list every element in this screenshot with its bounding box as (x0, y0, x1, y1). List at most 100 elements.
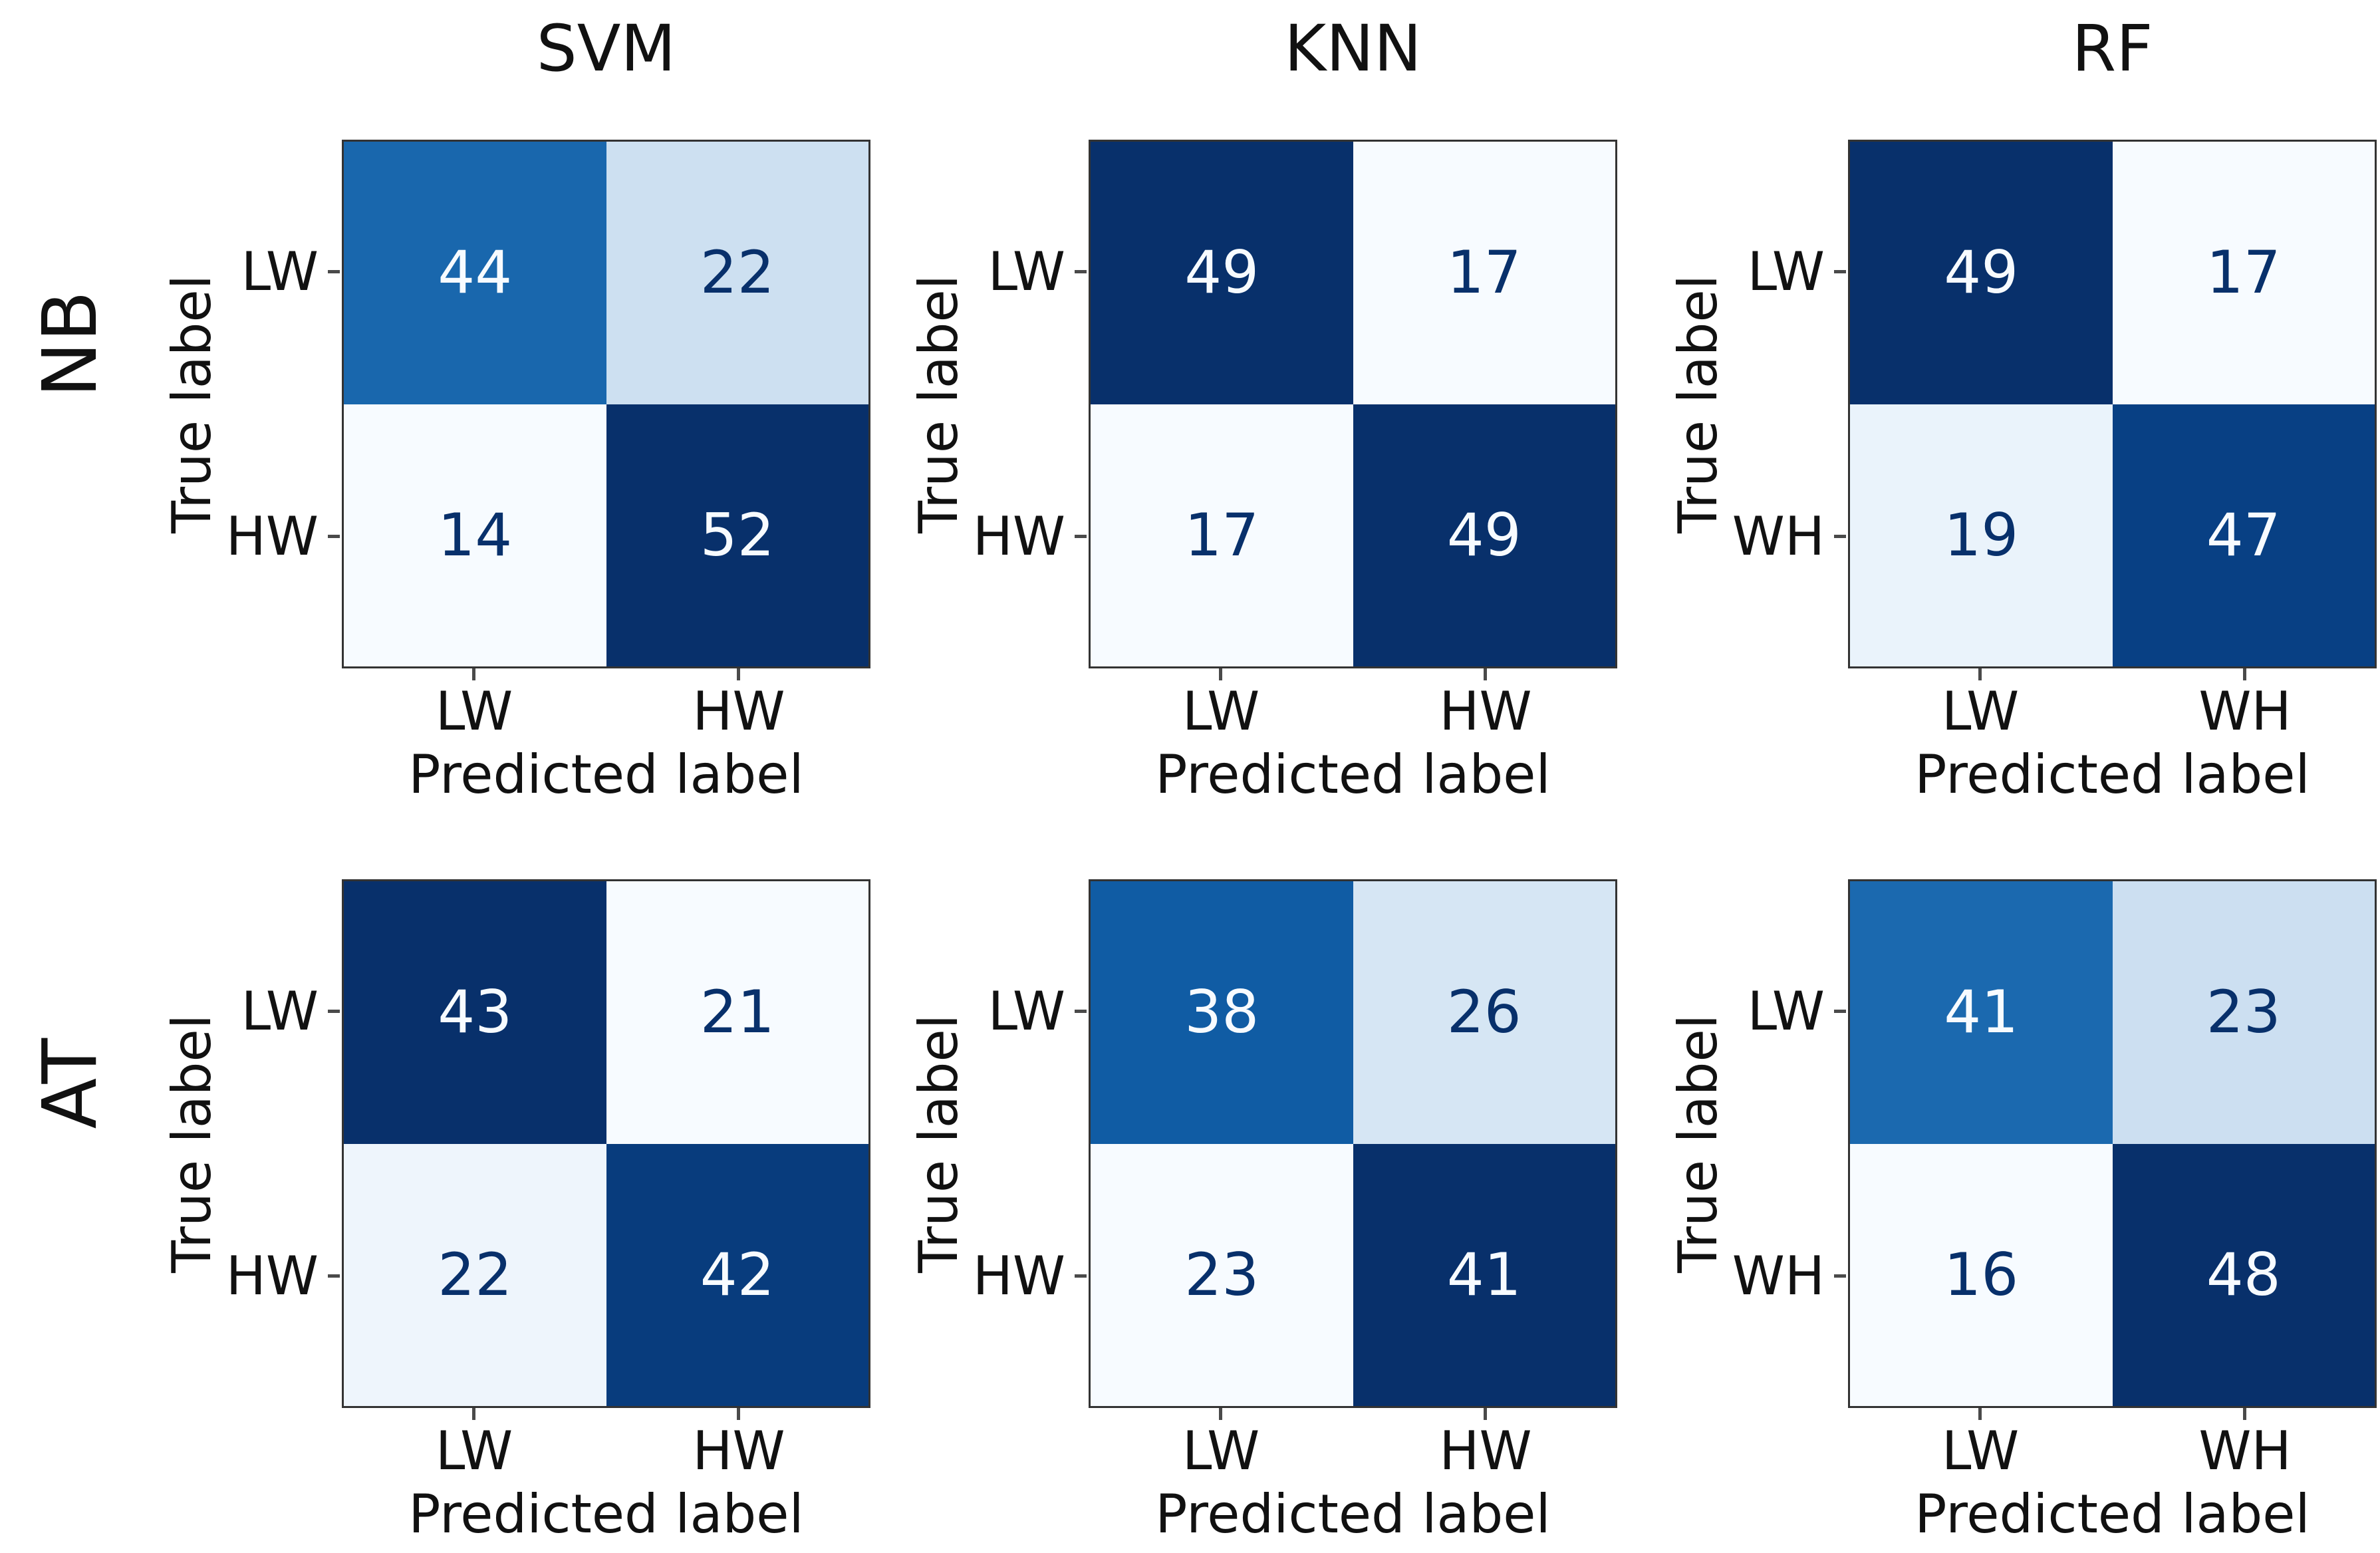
y-axis-label-text: True label (1667, 1014, 1729, 1273)
matrix-cell: 22 (606, 142, 868, 404)
y-tick-label: WH (1732, 505, 1825, 567)
x-axis-label: Predicted label (1915, 1483, 2310, 1545)
y-tick-label: LW (988, 980, 1065, 1042)
matrix-cell: 41 (1850, 881, 2113, 1144)
x-axis-label: Predicted label (1915, 744, 2310, 805)
y-tick-mark (1075, 270, 1087, 273)
y-tick-mark (328, 535, 340, 538)
matrix-cell: 19 (1850, 404, 2113, 666)
row-label-at: AT (24, 819, 117, 1348)
column-title-knn: KNN (1284, 11, 1422, 86)
x-tick-mark (1484, 668, 1487, 680)
x-tick-label: WH (2198, 680, 2292, 742)
y-tick-label: WH (1732, 1245, 1825, 1307)
y-tick-label: HW (972, 505, 1065, 567)
matrix-cell: 21 (606, 881, 868, 1144)
x-tick-mark (1978, 1408, 1982, 1420)
x-tick-mark (1219, 1408, 1222, 1420)
matrix-grid: 38 26 23 41 (1089, 879, 1617, 1408)
x-tick-label: HW (1439, 680, 1532, 742)
matrix-cell: 43 (344, 881, 606, 1144)
confusion-matrix-nb-rf: True label LW WH 49 17 19 47 LW WH Predi… (1667, 140, 2377, 801)
y-tick-label: LW (241, 980, 319, 1042)
y-axis-label: True label (161, 879, 223, 1408)
matrix-cell: 49 (1091, 142, 1353, 404)
x-tick-mark (2243, 668, 2246, 680)
matrix-grid: 43 21 22 42 (342, 879, 870, 1408)
matrix-cell: 44 (344, 142, 606, 404)
row-label-nb-text: NB (27, 291, 114, 398)
y-axis-label-text: True label (1667, 275, 1729, 533)
y-tick-mark (1075, 1010, 1087, 1013)
y-axis-label-text: True label (908, 275, 970, 533)
y-axis-label: True label (1667, 879, 1729, 1408)
y-tick-mark (328, 270, 340, 273)
matrix-cell: 38 (1091, 881, 1353, 1144)
y-axis-label: True label (1667, 140, 1729, 668)
confusion-matrix-nb-svm: True label LW HW 44 22 14 52 LW HW Predi… (161, 140, 870, 801)
matrix-cell: 16 (1850, 1143, 2113, 1406)
y-tick-mark (328, 1274, 340, 1278)
matrix-cell: 49 (1353, 404, 1615, 666)
matrix-cell: 26 (1353, 881, 1615, 1144)
y-axis-label: True label (908, 879, 970, 1408)
x-tick-mark (737, 1408, 740, 1420)
y-tick-mark (1834, 1010, 1846, 1013)
matrix-cell: 47 (2112, 404, 2375, 666)
confusion-matrix-nb-knn: True label LW HW 49 17 17 49 LW HW Predi… (908, 140, 1617, 801)
confusion-matrix-at-knn: True label LW HW 38 26 23 41 LW HW Predi… (908, 879, 1617, 1541)
matrix-grid: 49 17 17 49 (1089, 140, 1617, 668)
y-axis-label: True label (161, 140, 223, 668)
x-tick-label: WH (2198, 1420, 2292, 1482)
y-axis-label-text: True label (908, 1014, 970, 1273)
matrix-cell: 52 (606, 404, 868, 666)
column-title-svm: SVM (536, 11, 676, 86)
y-axis-label: True label (908, 140, 970, 668)
y-axis-label-text: True label (161, 1014, 223, 1273)
x-tick-label: LW (1182, 1420, 1260, 1482)
matrix-cell: 48 (2112, 1143, 2375, 1406)
y-tick-mark (1834, 1274, 1846, 1278)
matrix-cell: 41 (1353, 1143, 1615, 1406)
matrix-cell: 22 (344, 1143, 606, 1406)
confusion-matrix-at-svm: True label LW HW 43 21 22 42 LW HW Predi… (161, 879, 870, 1541)
x-tick-label: LW (1941, 680, 2020, 742)
y-tick-label: HW (972, 1245, 1065, 1307)
x-axis-label: Predicted label (1155, 1483, 1551, 1545)
matrix-cell: 17 (2112, 142, 2375, 404)
row-label-nb: NB (24, 80, 117, 609)
x-tick-label: HW (692, 680, 785, 742)
x-tick-mark (1484, 1408, 1487, 1420)
matrix-grid: 49 17 19 47 (1848, 140, 2377, 668)
x-axis-label: Predicted label (1155, 744, 1551, 805)
x-tick-mark (737, 668, 740, 680)
x-tick-label: HW (1439, 1420, 1532, 1482)
x-tick-label: LW (435, 1420, 513, 1482)
matrix-cell: 17 (1353, 142, 1615, 404)
matrix-cell: 17 (1091, 404, 1353, 666)
x-tick-mark (1219, 668, 1222, 680)
y-tick-label: HW (225, 505, 319, 567)
x-tick-mark (1978, 668, 1982, 680)
matrix-grid: 44 22 14 52 (342, 140, 870, 668)
y-tick-label: LW (1747, 241, 1825, 303)
x-tick-label: LW (1941, 1420, 2020, 1482)
y-tick-mark (1075, 535, 1087, 538)
confusion-matrix-at-rf: True label LW WH 41 23 16 48 LW WH Predi… (1667, 879, 2377, 1541)
row-label-at-text: AT (27, 1038, 114, 1129)
x-axis-label: Predicted label (408, 1483, 804, 1545)
column-title-rf: RF (2071, 11, 2153, 86)
y-tick-label: LW (988, 241, 1065, 303)
y-axis-label-text: True label (161, 275, 223, 533)
matrix-cell: 49 (1850, 142, 2113, 404)
y-tick-label: LW (1747, 980, 1825, 1042)
y-tick-label: LW (241, 241, 319, 303)
y-tick-mark (328, 1010, 340, 1013)
x-tick-label: LW (1182, 680, 1260, 742)
x-tick-label: LW (435, 680, 513, 742)
matrix-cell: 42 (606, 1143, 868, 1406)
x-tick-label: HW (692, 1420, 785, 1482)
y-tick-label: HW (225, 1245, 319, 1307)
y-tick-mark (1834, 535, 1846, 538)
